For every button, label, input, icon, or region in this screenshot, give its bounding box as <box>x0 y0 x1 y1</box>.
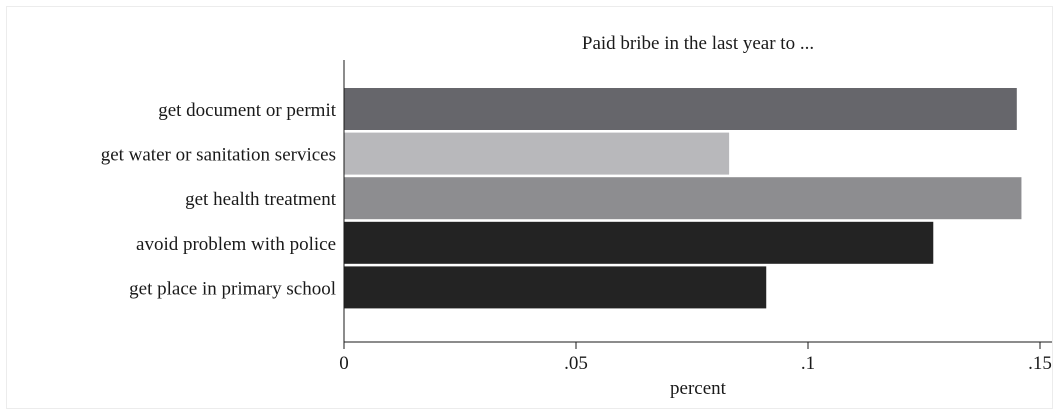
bar <box>344 221 934 264</box>
x-tick-label: 0 <box>339 353 349 374</box>
category-label: get water or sanitation services <box>101 145 336 166</box>
category-label: get place in primary school <box>129 278 336 299</box>
category-label: get document or permit <box>158 100 337 121</box>
bars-group <box>344 88 1022 309</box>
x-tick-label: .15 <box>1028 353 1052 374</box>
category-labels: get document or permit get water or sanit… <box>101 100 337 299</box>
x-axis-title: percent <box>670 378 727 399</box>
x-tick-label: .1 <box>801 353 815 374</box>
bar <box>344 132 730 175</box>
bar <box>344 88 1017 130</box>
category-label: avoid problem with police <box>136 234 336 255</box>
bar <box>344 266 767 309</box>
category-label: get health treatment <box>185 189 337 210</box>
chart-title: Paid bribe in the last year to ... <box>582 33 814 54</box>
x-ticks-group: 0 .05 .1 .15 <box>339 342 1052 374</box>
x-tick-label: .05 <box>564 353 588 374</box>
bar <box>344 177 1022 220</box>
